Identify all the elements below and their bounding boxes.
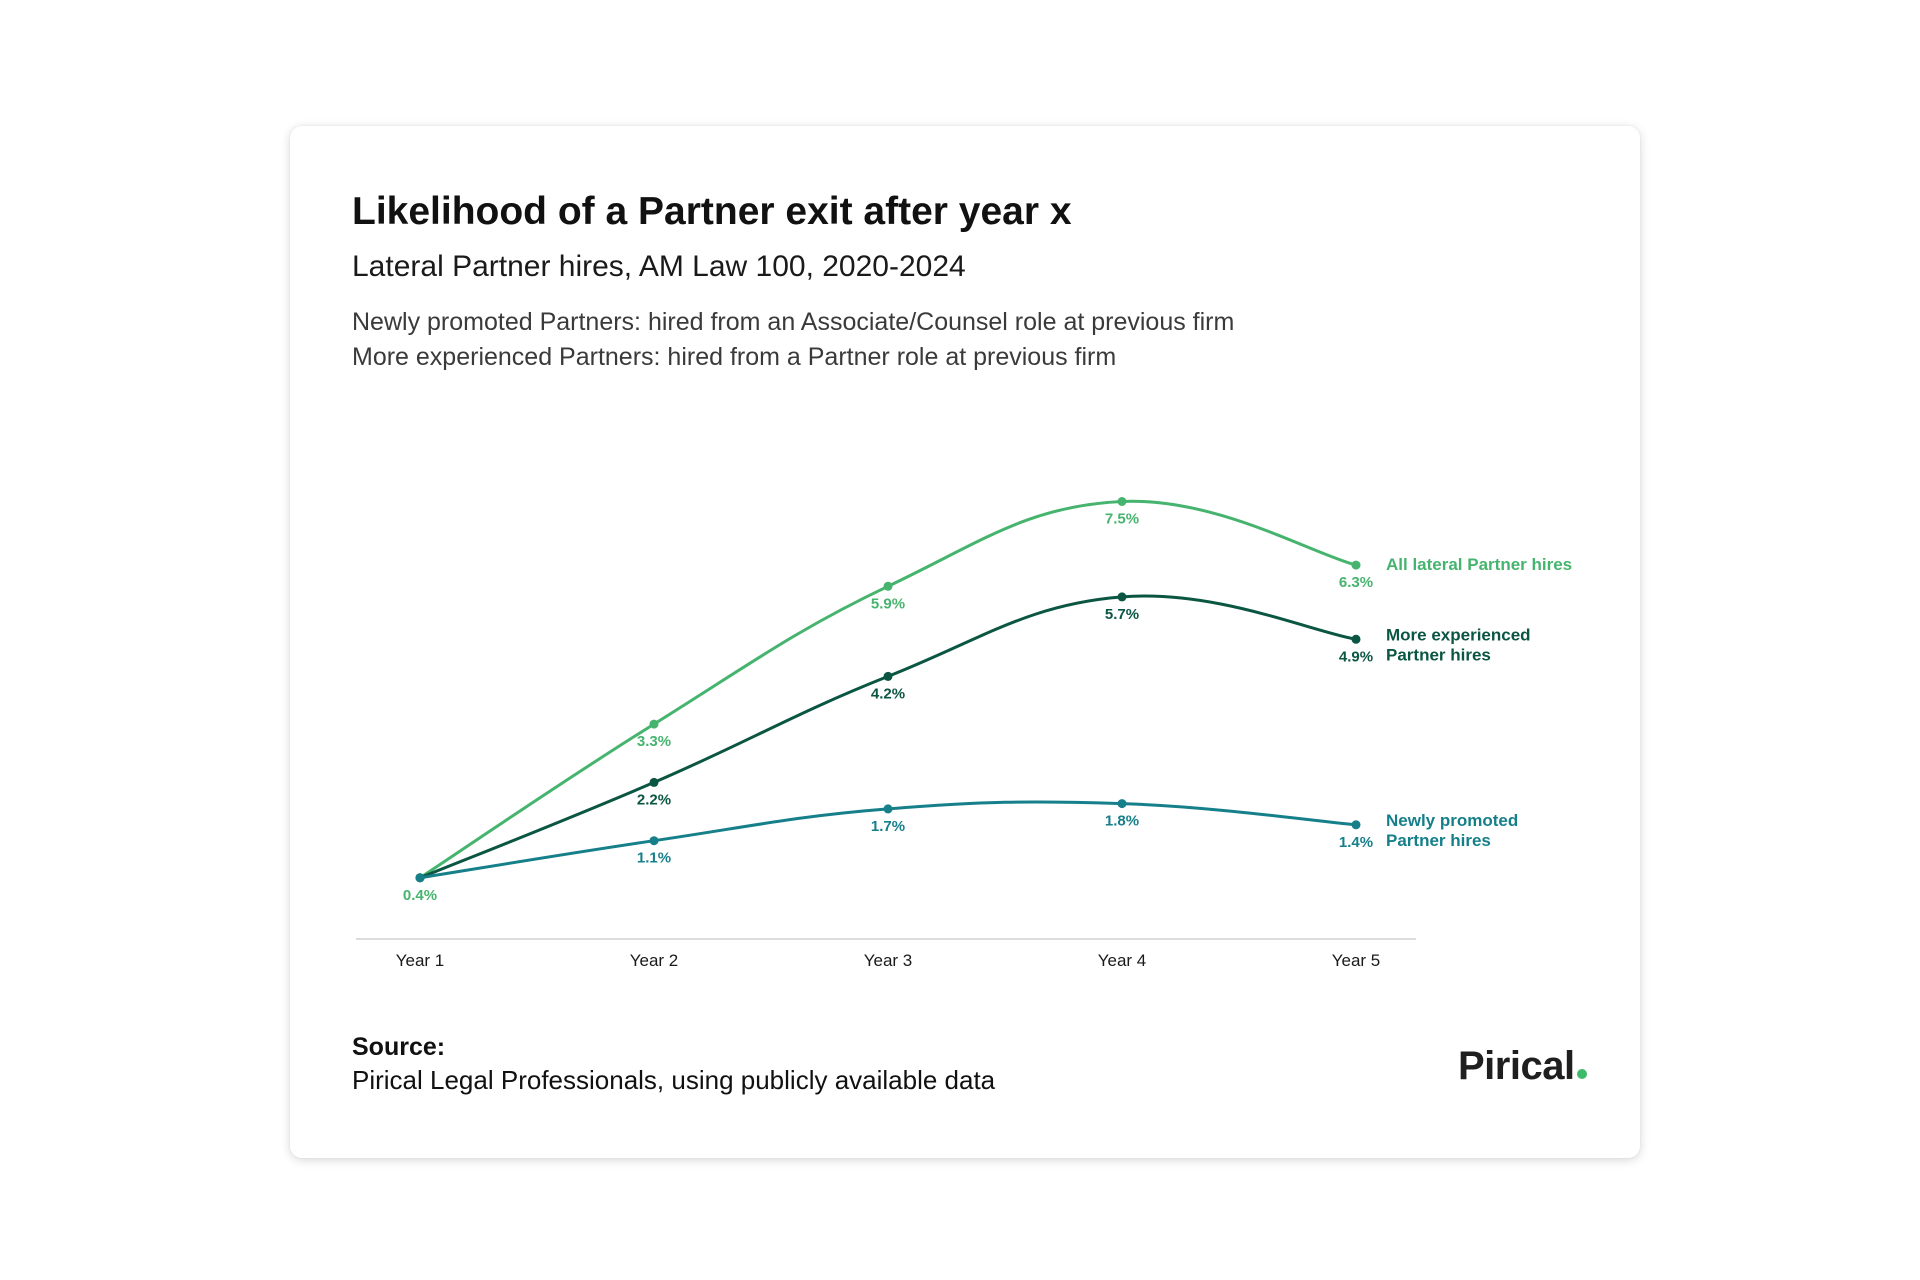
data-label-all-lateral: 3.3% xyxy=(637,733,671,750)
data-point-all-lateral xyxy=(883,581,893,591)
data-label-newly-promoted: 1.1% xyxy=(637,850,671,867)
source-text: Pirical Legal Professionals, using publi… xyxy=(352,1065,996,1095)
data-label-newly-promoted: 1.7% xyxy=(871,818,905,835)
data-point-all-lateral xyxy=(649,719,659,729)
chart-title: Likelihood of a Partner exit after year … xyxy=(352,190,1072,233)
definition-note-newly-promoted: Newly promoted Partners: hired from an A… xyxy=(352,308,1235,336)
data-point-more-experienced xyxy=(649,777,659,787)
series-label-line: All lateral Partner hires xyxy=(1386,555,1572,574)
data-point-all-lateral xyxy=(1117,497,1127,506)
data-label-more-experienced: 5.7% xyxy=(1105,606,1139,623)
series-label-more-experienced: More experienced Partner hires xyxy=(1386,625,1531,664)
data-label-more-experienced: 2.2% xyxy=(637,791,671,808)
data-label-all-lateral: 5.9% xyxy=(871,595,905,612)
line-chart: Year 1 Year 2 Year 3 Year 4 Year 5 0.4% 3.3% 5.… xyxy=(356,497,1572,970)
chart-card: Likelihood of a Partner exit after year … xyxy=(290,126,1640,1158)
series-label-line: More experienced xyxy=(1386,625,1531,644)
data-label-all-lateral: 7.5% xyxy=(1105,511,1139,528)
x-tick-label: Year 3 xyxy=(864,951,913,970)
data-point-newly-promoted xyxy=(1117,799,1127,809)
data-point-all-lateral xyxy=(1351,560,1361,570)
data-point-more-experienced xyxy=(1117,592,1127,602)
x-tick-label: Year 2 xyxy=(630,951,679,970)
series-label-line: Partner hires xyxy=(1386,831,1491,850)
series-label-all-lateral: All lateral Partner hires xyxy=(1386,555,1572,574)
definition-note-more-experienced: More experienced Partners: hired from a … xyxy=(352,343,1117,371)
series-label-newly-promoted: Newly promoted Partner hires xyxy=(1386,811,1518,850)
data-label-newly-promoted: 1.8% xyxy=(1105,813,1139,830)
data-label-newly-promoted: 1.4% xyxy=(1339,834,1373,851)
data-point-newly-promoted xyxy=(883,804,893,814)
data-point-newly-promoted xyxy=(415,873,425,883)
data-label-all-lateral: 6.3% xyxy=(1339,574,1373,591)
series-label-line: Partner hires xyxy=(1386,645,1491,664)
chart-subtitle: Lateral Partner hires, AM Law 100, 2020-… xyxy=(352,250,966,283)
data-label-all-lateral: 0.4% xyxy=(403,887,437,904)
x-tick-label: Year 5 xyxy=(1332,951,1381,970)
x-tick-label: Year 4 xyxy=(1098,951,1147,970)
data-point-newly-promoted xyxy=(1351,820,1361,830)
x-tick-label: Year 1 xyxy=(396,951,445,970)
data-point-more-experienced xyxy=(1351,634,1361,644)
source-label: Source: xyxy=(352,1033,446,1061)
data-point-newly-promoted xyxy=(649,836,659,846)
logo-dot-icon xyxy=(1576,1069,1587,1079)
pirical-logo: Pirical xyxy=(1458,1044,1587,1089)
logo-text: Pirical xyxy=(1458,1044,1575,1088)
series-line-more-experienced xyxy=(418,594,1358,880)
data-label-more-experienced: 4.2% xyxy=(871,685,905,702)
data-label-more-experienced: 4.9% xyxy=(1339,648,1373,665)
series-label-line: Newly promoted xyxy=(1386,811,1518,830)
data-point-more-experienced xyxy=(883,671,893,681)
